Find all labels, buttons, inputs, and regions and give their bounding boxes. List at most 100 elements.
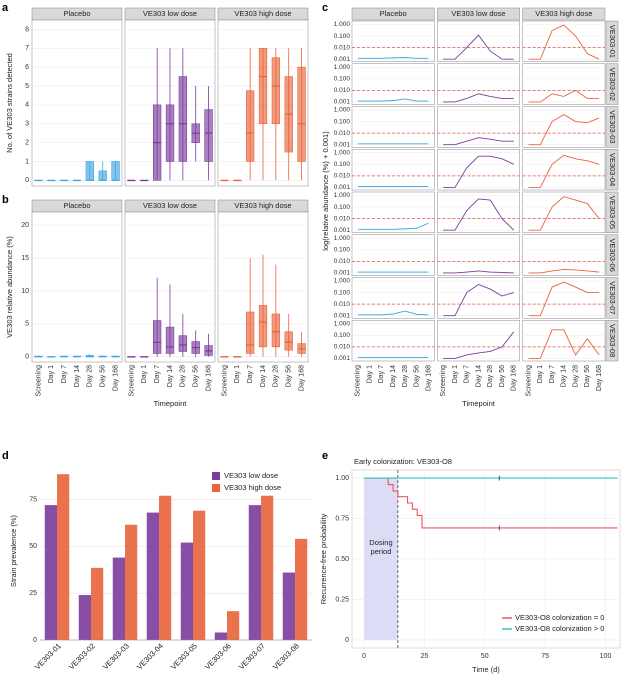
facet-strip bbox=[605, 277, 619, 319]
facet-title: Placebo bbox=[63, 9, 90, 18]
x-tick-label: 100 bbox=[600, 653, 612, 660]
x-tick-label: Day 28 bbox=[572, 365, 579, 387]
y-tick-label: 4 bbox=[25, 102, 29, 109]
y-tick-label: 0.100 bbox=[334, 332, 351, 339]
y-tick-label: 20 bbox=[21, 222, 29, 229]
panel bbox=[437, 149, 520, 191]
panel bbox=[31, 19, 123, 187]
y-tick-label: 1.000 bbox=[334, 278, 351, 285]
x-tick-label: Day 14 bbox=[561, 365, 568, 387]
x-tick-label: VE303-07 bbox=[237, 641, 267, 671]
box bbox=[165, 326, 175, 354]
y-tick-label: 0.010 bbox=[334, 258, 351, 265]
bar bbox=[91, 567, 104, 640]
line bbox=[443, 331, 515, 359]
line bbox=[443, 198, 515, 231]
x-tick-label: Day 1 bbox=[48, 365, 55, 383]
panel-letter: c bbox=[322, 2, 328, 14]
y-tick-label: 0.001 bbox=[334, 312, 351, 319]
line bbox=[443, 155, 514, 188]
x-tick-label: Day 28 bbox=[180, 365, 187, 387]
panel bbox=[522, 106, 606, 148]
x-tick-label: Day 1 bbox=[537, 365, 544, 383]
bar bbox=[261, 495, 274, 640]
bar bbox=[112, 557, 125, 640]
bar bbox=[159, 495, 172, 640]
box bbox=[178, 335, 188, 352]
x-tick-label: Day 168 bbox=[112, 365, 119, 391]
line bbox=[528, 281, 600, 317]
box bbox=[271, 57, 281, 125]
panel-letter: b bbox=[2, 194, 9, 206]
bar bbox=[125, 524, 138, 640]
x-tick-label: VE303-03 bbox=[101, 641, 131, 671]
strip-label: VE303-05 bbox=[608, 196, 617, 229]
x-tick-label: VE303-02 bbox=[67, 641, 97, 671]
axis-label: Recurrence-free probability bbox=[319, 514, 328, 605]
x-tick-label: Day 28 bbox=[273, 365, 280, 387]
dosing-label-line: period bbox=[371, 547, 392, 556]
x-tick-label: Day 28 bbox=[487, 365, 494, 387]
facet-title: Placebo bbox=[63, 201, 90, 210]
y-tick-label: 75 bbox=[29, 496, 37, 503]
y-tick-label: 6 bbox=[25, 64, 29, 71]
axis-label: VE303 relative abundance (%) bbox=[5, 236, 14, 338]
y-tick-label: 0.001 bbox=[334, 355, 351, 362]
x-tick-label: 25 bbox=[421, 653, 429, 660]
panel bbox=[437, 191, 520, 233]
box bbox=[284, 331, 293, 351]
x-tick-label: Day 14 bbox=[475, 365, 482, 387]
y-tick-label: 5 bbox=[25, 321, 29, 328]
x-tick-label: Day 1 bbox=[141, 365, 148, 383]
dosing-label: Dosing period bbox=[369, 538, 392, 556]
box bbox=[178, 76, 188, 162]
line bbox=[528, 154, 600, 188]
x-tick-label: Day 7 bbox=[154, 365, 161, 383]
y-tick-label: 0 bbox=[345, 637, 349, 644]
box bbox=[165, 104, 175, 162]
x-tick-label: Day 1 bbox=[366, 365, 373, 383]
y-tick-label: 0 bbox=[25, 177, 29, 184]
y-tick-label: 1.000 bbox=[334, 235, 351, 242]
panel bbox=[437, 106, 520, 148]
y-tick-label: 0.100 bbox=[334, 204, 351, 211]
x-tick-label: VE303-01 bbox=[33, 641, 63, 671]
x-tick-label: 75 bbox=[541, 653, 549, 660]
box bbox=[98, 170, 107, 181]
y-tick-label: 1.000 bbox=[334, 64, 351, 71]
x-tick-label: Screening bbox=[440, 365, 447, 397]
axis-label: log(relative abundance (%) + 0.001) bbox=[321, 131, 330, 251]
y-tick-label: 0.100 bbox=[334, 247, 351, 254]
axis-label: Strain prevalence (%) bbox=[9, 514, 18, 587]
line bbox=[357, 98, 429, 102]
line bbox=[357, 57, 429, 59]
line bbox=[528, 114, 600, 146]
line bbox=[443, 283, 514, 317]
box bbox=[152, 320, 162, 354]
y-tick-label: 1.000 bbox=[334, 149, 351, 156]
facet-title: VE303 low dose bbox=[143, 201, 197, 210]
panel bbox=[522, 277, 606, 319]
x-tick-label: Day 14 bbox=[260, 365, 267, 387]
x-tick-label: Day 1 bbox=[234, 365, 241, 383]
y-tick-label: 1.000 bbox=[334, 107, 351, 114]
legend-swatch bbox=[212, 484, 220, 492]
x-tick-label: Day 7 bbox=[549, 365, 556, 383]
y-tick-label: 0.100 bbox=[334, 161, 351, 168]
box bbox=[204, 109, 213, 162]
bar bbox=[78, 595, 91, 640]
facet-title: Placebo bbox=[380, 9, 407, 18]
panel bbox=[437, 20, 520, 62]
y-tick-label: 0.010 bbox=[334, 301, 351, 308]
facet-title: VE303 high dose bbox=[234, 9, 291, 18]
x-tick-label: Day 56 bbox=[499, 365, 506, 387]
chart-title: Early colonization: VE303-O8 bbox=[354, 457, 452, 466]
bar bbox=[57, 474, 70, 640]
x-tick-label: Day 56 bbox=[286, 365, 293, 387]
facet-strip bbox=[437, 7, 520, 21]
x-tick-label: VE303-06 bbox=[203, 641, 233, 671]
panel bbox=[351, 20, 435, 62]
x-tick-label: Day 168 bbox=[205, 365, 212, 391]
bar bbox=[248, 505, 261, 640]
